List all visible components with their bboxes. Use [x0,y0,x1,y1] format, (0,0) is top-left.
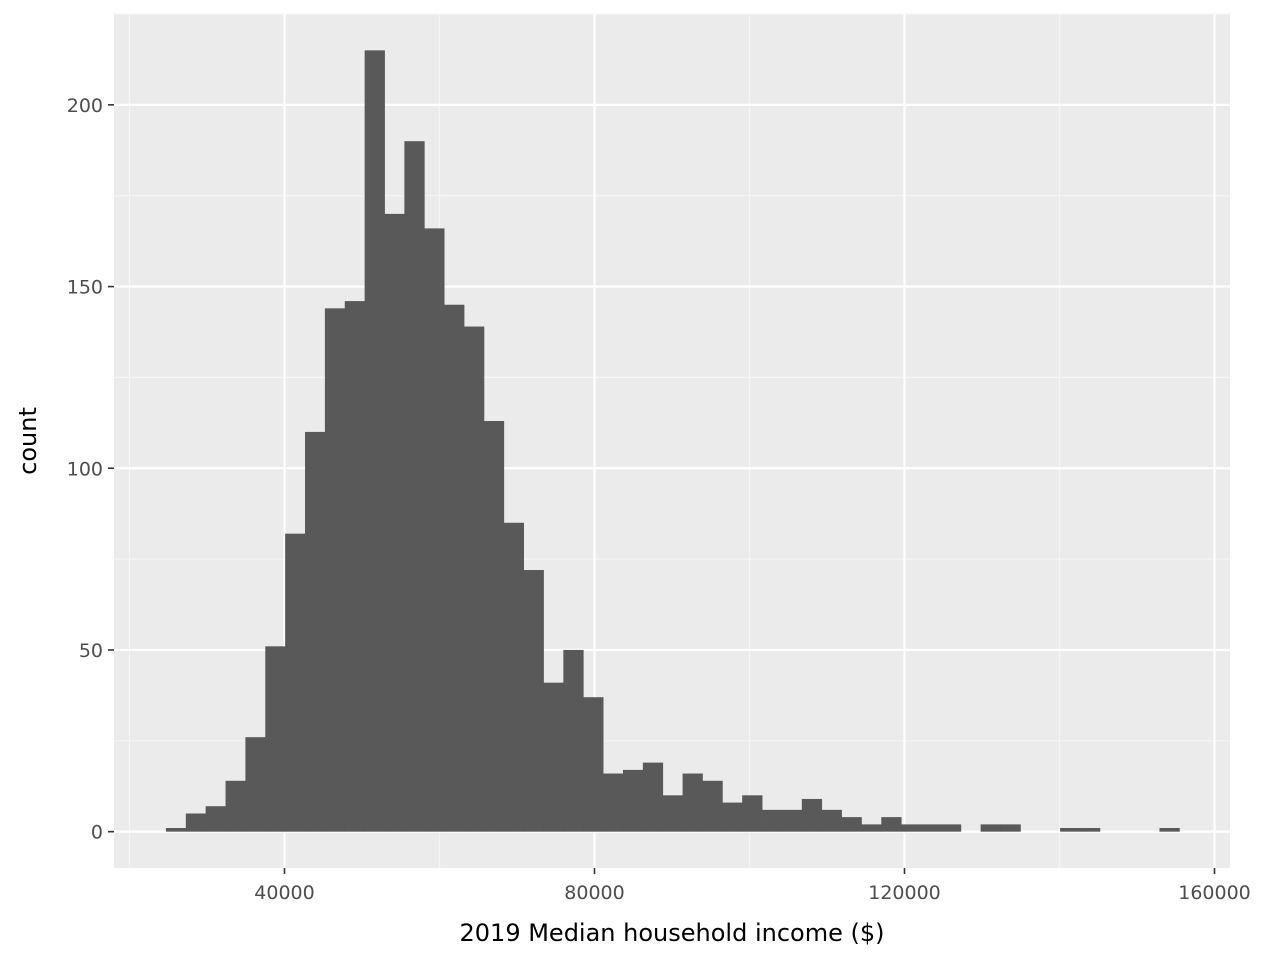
histogram-bar [901,824,922,832]
histogram-bar [622,769,644,832]
histogram-bar [940,824,962,832]
histogram-bar [523,570,544,832]
histogram-bar [305,431,326,832]
x-tick-label: 120000 [868,882,941,904]
y-tick-label: 50 [79,640,103,662]
histogram-bar [742,795,763,832]
y-tick-label: 100 [67,458,103,480]
y-axis-title: count [14,407,42,475]
x-tick-label: 80000 [564,882,624,904]
x-axis-title: 2019 Median household income ($) [460,919,885,947]
histogram-bar [722,802,743,832]
histogram-bar [265,646,286,832]
histogram-bar [1060,828,1081,832]
histogram-bar [324,308,346,832]
histogram-bar [662,795,683,832]
y-axis: 0 50 100 150 200 [67,95,114,844]
histogram-bar [543,682,564,832]
histogram-bar [424,228,445,832]
histogram-bar [702,780,723,832]
histogram-bar [762,809,783,832]
histogram-bar [384,213,405,832]
x-tick-label: 40000 [254,882,314,904]
histogram-bar [185,813,207,832]
histogram-bar [245,737,266,832]
histogram-bar [225,780,246,832]
histogram-bar [1000,824,1021,832]
histogram-bar [1079,828,1101,832]
histogram-bar [285,533,306,832]
histogram-bar [801,798,823,832]
histogram-bar [642,762,664,832]
x-tick-label: 160000 [1178,882,1251,904]
histogram-bar [861,824,882,832]
histogram-bar [165,828,187,832]
histogram-bar [483,421,505,832]
histogram-bar [881,817,902,832]
histogram-bar [344,301,366,832]
histogram-bar [821,809,842,832]
histogram-bar [1159,828,1180,832]
histogram-bar [603,773,624,832]
histogram-bar [583,697,604,832]
y-tick-label: 200 [67,95,103,117]
x-axis: 40000 80000 120000 160000 [254,868,1251,904]
histogram-bar [563,649,584,832]
y-tick-label: 150 [67,277,103,299]
histogram-bar [503,522,525,832]
histogram-bar [921,824,942,832]
histogram-bar [444,304,465,832]
histogram-bars [165,50,1180,832]
histogram-bar [364,50,385,832]
histogram-bar [463,326,485,832]
histogram-bar [682,773,703,832]
histogram-bar [980,824,1001,832]
y-tick-label: 0 [91,822,103,844]
histogram-bar [841,817,862,832]
histogram-bar [205,806,226,832]
histogram-bar [404,141,425,832]
histogram-bar [781,809,803,832]
